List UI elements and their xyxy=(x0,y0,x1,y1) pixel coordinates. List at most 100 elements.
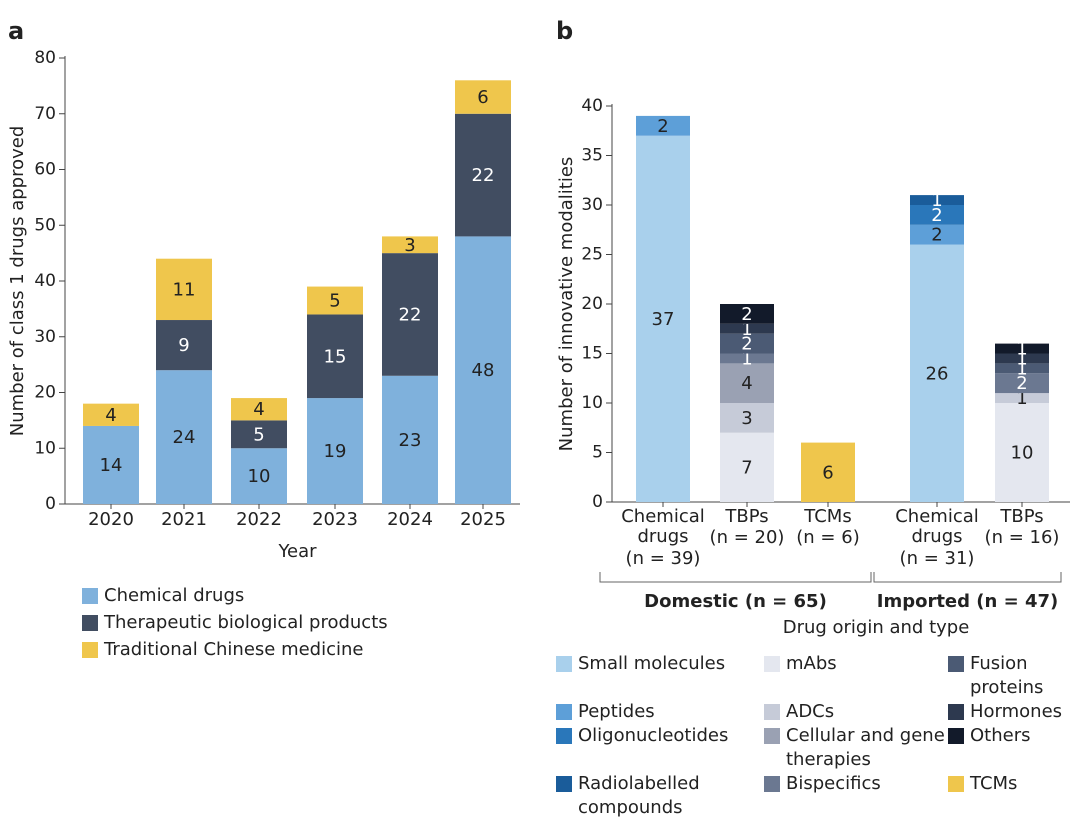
x-tick-note: (n = 16) xyxy=(985,527,1060,548)
data-label: 4 xyxy=(741,373,752,394)
y-tick-label: 5 xyxy=(592,443,603,463)
legend-label: Radiolabelled compounds xyxy=(578,773,700,818)
y-tick-label: 20 xyxy=(34,383,56,403)
bar-segment xyxy=(995,393,1049,403)
data-label: 19 xyxy=(324,441,347,462)
legend-item: Chemical drugs xyxy=(82,584,388,608)
legend-label: Others xyxy=(970,725,1031,746)
data-label: 26 xyxy=(926,363,949,384)
legend-label: Traditional Chinese medicine xyxy=(104,639,364,660)
y-tick-label: 60 xyxy=(34,160,56,180)
y-tick-label: 10 xyxy=(581,393,603,413)
bar-segment xyxy=(720,363,774,403)
data-label: 11 xyxy=(173,279,196,300)
legend-item: Fusion proteins xyxy=(948,652,1078,700)
legend-label: Cellular and gene therapies xyxy=(786,725,945,770)
bar-segment xyxy=(720,333,774,354)
x-axis-label: Drug origin and type xyxy=(783,617,970,638)
legend-swatch xyxy=(948,728,964,744)
data-label: 1 xyxy=(931,190,942,211)
y-tick-label: 50 xyxy=(34,215,56,235)
legend-label: Bispecifics xyxy=(786,773,881,794)
y-axis-label: Number of class 1 drugs approved xyxy=(7,126,28,437)
legend-item: Traditional Chinese medicine xyxy=(82,638,388,662)
bar-segment xyxy=(156,320,212,371)
x-tick-label: 2020 xyxy=(88,509,134,530)
data-label: 24 xyxy=(173,427,196,448)
legend-label: Therapeutic biological products xyxy=(104,612,388,633)
bar-segment xyxy=(910,205,964,225)
legend-item: TCMs xyxy=(948,772,1078,820)
data-label: 7 xyxy=(741,457,752,478)
bar-segment xyxy=(995,373,1049,394)
legend: Small molecules Peptides Oligonucleotides R… xyxy=(556,652,1078,820)
legend-item: Small molecules xyxy=(556,652,764,700)
data-label: 9 xyxy=(178,335,189,356)
data-label: 2 xyxy=(741,334,752,355)
data-label: 6 xyxy=(477,87,488,108)
legend-item: mAbs xyxy=(764,652,948,700)
bar-segment xyxy=(995,363,1049,374)
bar-segment xyxy=(382,253,438,376)
y-tick-label: 30 xyxy=(581,195,603,215)
data-label: 1 xyxy=(1016,348,1027,369)
data-label: 2 xyxy=(931,205,942,226)
legend-item: Others xyxy=(948,724,1078,772)
bar-segment xyxy=(636,135,690,502)
data-label: 3 xyxy=(404,235,415,256)
bar-segment xyxy=(231,448,287,504)
legend-swatch xyxy=(82,588,98,604)
legend-label: Fusion proteins xyxy=(970,653,1044,698)
y-tick-label: 70 xyxy=(34,104,56,124)
x-tick-label: 2024 xyxy=(387,509,433,530)
data-label: 10 xyxy=(248,466,271,487)
bar-segment xyxy=(156,370,212,504)
y-tick-label: 25 xyxy=(581,245,603,265)
y-tick-label: 0 xyxy=(45,494,56,514)
bar-segment xyxy=(307,286,363,315)
x-tick-label: TBPs xyxy=(724,506,768,527)
y-axis-label: Number of innovative modalities xyxy=(556,157,577,452)
data-label: 1 xyxy=(1016,339,1027,360)
legend-label: ADCs xyxy=(786,701,835,722)
bar-segment xyxy=(455,113,511,237)
x-tick-label: 2021 xyxy=(161,509,207,530)
x-tick-label: TBPs xyxy=(999,506,1043,527)
bar-segment xyxy=(455,80,511,114)
legend-swatch xyxy=(764,656,780,672)
bar-segment xyxy=(307,398,363,504)
legend-swatch xyxy=(764,728,780,744)
legend-label: Chemical drugs xyxy=(104,585,245,606)
data-label: 1 xyxy=(741,348,752,369)
legend-label: Hormones xyxy=(970,701,1063,722)
data-label: 2 xyxy=(741,304,752,325)
x-axis-label: Year xyxy=(277,541,317,562)
legend-swatch xyxy=(948,776,964,792)
bar-segment xyxy=(156,258,212,321)
bar-segment xyxy=(382,375,438,504)
legend-swatch xyxy=(948,656,964,672)
y-tick-label: 15 xyxy=(581,344,603,364)
x-tick-label: Chemical drugs xyxy=(895,506,979,547)
legend-swatch xyxy=(764,776,780,792)
data-label: 4 xyxy=(105,405,116,426)
legend-item: Peptides xyxy=(556,700,764,724)
data-label: 4 xyxy=(253,399,264,420)
bar-segment xyxy=(910,195,964,205)
x-tick-label: 2025 xyxy=(460,509,506,530)
bar-segment xyxy=(382,236,438,254)
legend-swatch xyxy=(82,615,98,631)
y-tick-label: 80 xyxy=(34,48,56,68)
y-tick-label: 20 xyxy=(581,294,603,314)
data-label: 48 xyxy=(472,360,495,381)
legend-swatch xyxy=(556,776,572,792)
x-tick-label: 2022 xyxy=(236,509,282,530)
legend-swatch xyxy=(556,656,572,672)
x-tick-label: TCMs xyxy=(803,506,851,527)
data-label: 10 xyxy=(1011,443,1034,464)
data-label: 37 xyxy=(652,309,675,330)
data-label: 22 xyxy=(472,165,495,186)
bar-segment xyxy=(307,314,363,399)
bar-segment xyxy=(83,403,139,426)
data-label: 3 xyxy=(741,408,752,429)
